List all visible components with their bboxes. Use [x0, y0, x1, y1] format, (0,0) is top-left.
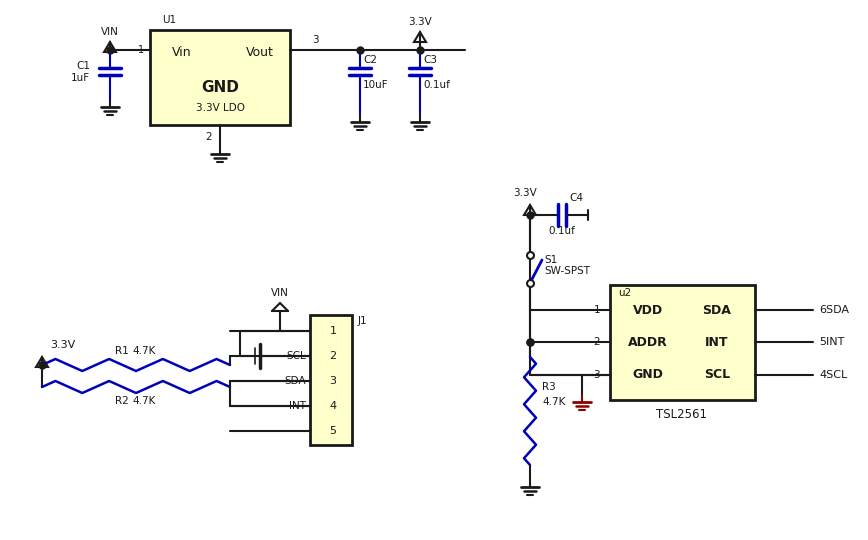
- Text: 2: 2: [594, 337, 600, 347]
- Text: 4: 4: [330, 401, 337, 411]
- Text: VIN: VIN: [271, 288, 289, 298]
- Bar: [310, 315, 352, 445]
- Text: R3: R3: [542, 382, 556, 392]
- Text: SCL: SCL: [704, 368, 730, 381]
- Text: 4.7K: 4.7K: [132, 346, 155, 356]
- Text: u2: u2: [618, 288, 631, 298]
- Text: 3.3V: 3.3V: [50, 340, 76, 350]
- Text: 0.1uf: 0.1uf: [423, 80, 450, 90]
- Text: 5: 5: [330, 426, 337, 436]
- Text: 2: 2: [206, 132, 212, 142]
- Text: 1: 1: [138, 45, 144, 55]
- Text: 3.3V: 3.3V: [513, 188, 537, 198]
- Text: 10uF: 10uF: [363, 80, 389, 90]
- Text: SCL: SCL: [286, 351, 306, 361]
- Text: 0.1uf: 0.1uf: [549, 226, 575, 236]
- Text: R1: R1: [115, 346, 128, 356]
- Text: 1uF: 1uF: [71, 73, 90, 83]
- Text: 6SDA: 6SDA: [819, 305, 849, 315]
- Text: J1: J1: [358, 316, 368, 326]
- Bar: [150, 30, 290, 125]
- Text: INT: INT: [705, 335, 729, 348]
- Text: 4SCL: 4SCL: [819, 370, 847, 380]
- Text: R2: R2: [115, 396, 128, 406]
- Text: 3.3V: 3.3V: [408, 17, 432, 27]
- Text: 3: 3: [330, 376, 337, 386]
- Text: SDA: SDA: [285, 376, 306, 386]
- Text: 3: 3: [312, 35, 319, 45]
- Text: C2: C2: [363, 55, 377, 65]
- Text: SW-SPST: SW-SPST: [544, 266, 590, 276]
- Text: SDA: SDA: [702, 303, 732, 316]
- Text: C1: C1: [76, 61, 90, 71]
- Text: Vout: Vout: [246, 45, 274, 58]
- Text: 3: 3: [594, 370, 600, 380]
- Text: 1: 1: [594, 305, 600, 315]
- Text: ADDR: ADDR: [628, 335, 667, 348]
- Text: 3.3V LDO: 3.3V LDO: [195, 103, 245, 113]
- Text: 4.7K: 4.7K: [132, 396, 155, 406]
- Text: U1: U1: [162, 15, 176, 25]
- Text: 4.7K: 4.7K: [542, 397, 565, 407]
- Bar: [610, 285, 755, 400]
- Text: GND: GND: [633, 368, 663, 381]
- Text: 5INT: 5INT: [819, 337, 845, 347]
- Text: TSL2561: TSL2561: [656, 408, 707, 421]
- Text: VDD: VDD: [633, 303, 663, 316]
- Text: 1: 1: [330, 326, 337, 336]
- Text: C4: C4: [569, 193, 583, 203]
- Text: INT: INT: [289, 401, 306, 411]
- Text: S1: S1: [544, 255, 557, 265]
- Text: C3: C3: [423, 55, 437, 65]
- Text: 2: 2: [330, 351, 337, 361]
- Text: GND: GND: [201, 80, 239, 96]
- Text: Vin: Vin: [172, 45, 192, 58]
- Text: VIN: VIN: [101, 27, 119, 37]
